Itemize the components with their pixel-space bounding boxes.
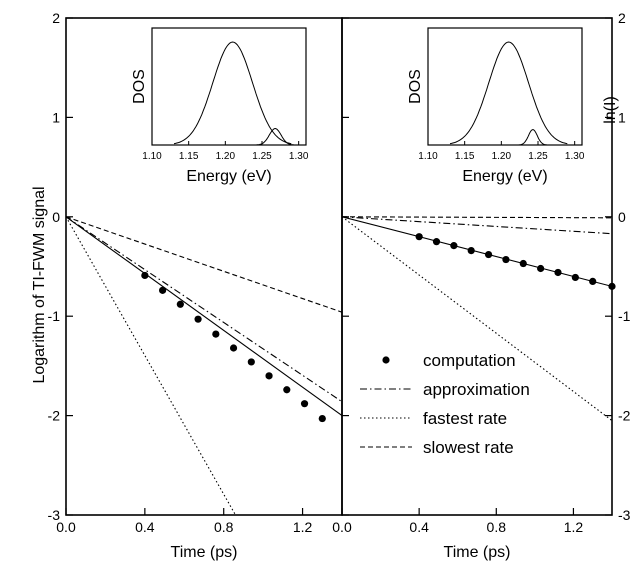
computation-point — [194, 315, 202, 323]
x-tick-label: 1.2 — [564, 519, 584, 535]
legend-item: slowest rate — [360, 438, 514, 457]
computation-point — [283, 386, 291, 394]
legend-marker — [382, 356, 390, 364]
computation-point — [247, 358, 255, 366]
slowest-rate-line — [66, 216, 342, 313]
dos-side-peak — [256, 127, 294, 146]
legend: computation approximation fastest rate slow… — [360, 351, 530, 457]
inset-2: 1.10 1.15 1.20 1.25 1.30 Energy (eV) DOS — [407, 27, 585, 185]
y-tick-label-right: 0 — [618, 209, 626, 225]
panel-frame — [341, 17, 613, 516]
dos-main-peak — [449, 41, 568, 145]
inset-x-tick-label: 1.10 — [418, 151, 438, 162]
inset-x-tick-label: 1.20 — [216, 151, 236, 162]
y-tick-label: 0 — [52, 209, 60, 225]
inset-frame — [151, 27, 307, 146]
computation-point — [300, 400, 309, 408]
x-tick-label: 0.4 — [409, 519, 429, 535]
inset-x-tick-label: 1.25 — [528, 151, 548, 162]
y-tick-label-right: 2 — [618, 10, 626, 26]
slowest-rate-line — [342, 216, 612, 219]
y-tick-label-right: -2 — [618, 408, 631, 424]
inset-x-tick-label: 1.15 — [179, 151, 199, 162]
fastest-rate-line — [342, 216, 612, 422]
legend-label: computation — [423, 351, 516, 370]
computation-point — [212, 330, 220, 338]
inset-x-tick-label: 1.30 — [289, 151, 309, 162]
inset-x-tick-label: 1.30 — [565, 151, 585, 162]
x-tick-label: 0.8 — [214, 519, 234, 535]
x-tick-label: 0.0 — [332, 519, 352, 535]
y-tick-label: -3 — [48, 507, 61, 523]
approximation-line — [342, 216, 612, 235]
y-tick-label-right: -1 — [618, 308, 631, 324]
x-tick-label: 0.4 — [135, 519, 155, 535]
y-axis-label: Logarithm of TI-FWM signal — [31, 186, 48, 383]
computation-point — [176, 300, 184, 308]
y-tick-label: -1 — [48, 308, 61, 324]
approximation-line — [66, 216, 342, 403]
x-tick-label: 1.2 — [293, 519, 313, 535]
x-axis-label: Time (ps) — [171, 544, 238, 561]
inset-y-axis-label: DOS — [131, 69, 148, 104]
y-tick-label-right: -3 — [618, 507, 631, 523]
inset-x-axis-label: Energy (eV) — [186, 168, 271, 185]
inset-x-tick-label: 1.20 — [492, 151, 512, 162]
y-tick-label-right: 1 — [618, 109, 626, 125]
y-tick-label: -2 — [48, 408, 61, 424]
legend-label: fastest rate — [423, 409, 507, 428]
computation-point — [229, 344, 238, 352]
x-tick-label: 0.0 — [56, 519, 76, 535]
computation-point — [141, 271, 149, 280]
inset-x-axis-label: Energy (eV) — [462, 168, 547, 185]
computation-fit-line — [342, 216, 612, 287]
legend-item: approximation — [360, 380, 530, 399]
x-tick-label: 0.8 — [487, 519, 507, 535]
computation-fit-line — [66, 216, 342, 417]
dos-side-peak — [518, 129, 547, 146]
legend-item: computation — [382, 351, 516, 370]
inset-frame — [427, 27, 583, 146]
inset-x-tick-label: 1.15 — [455, 151, 475, 162]
inset-x-tick-label: 1.25 — [252, 151, 272, 162]
y-tick-label: 1 — [52, 109, 60, 125]
y-tick-label: 2 — [52, 10, 60, 26]
x-axis-label: Time (ps) — [444, 544, 511, 561]
computation-point — [159, 286, 167, 294]
fastest-rate-line — [66, 216, 236, 515]
inset-x-tick-label: 1.10 — [142, 151, 162, 162]
y-axis-label-right: ln(I) — [602, 96, 619, 124]
legend-label: slowest rate — [423, 438, 514, 457]
inset-1: 1.10 1.15 1.20 1.25 1.30 Energy (eV) DOS — [131, 27, 309, 185]
inset-y-axis-label: DOS — [407, 69, 424, 104]
legend-label: approximation — [423, 380, 530, 399]
computation-point — [318, 414, 326, 423]
computation-point — [265, 372, 273, 380]
legend-item: fastest rate — [360, 409, 507, 428]
